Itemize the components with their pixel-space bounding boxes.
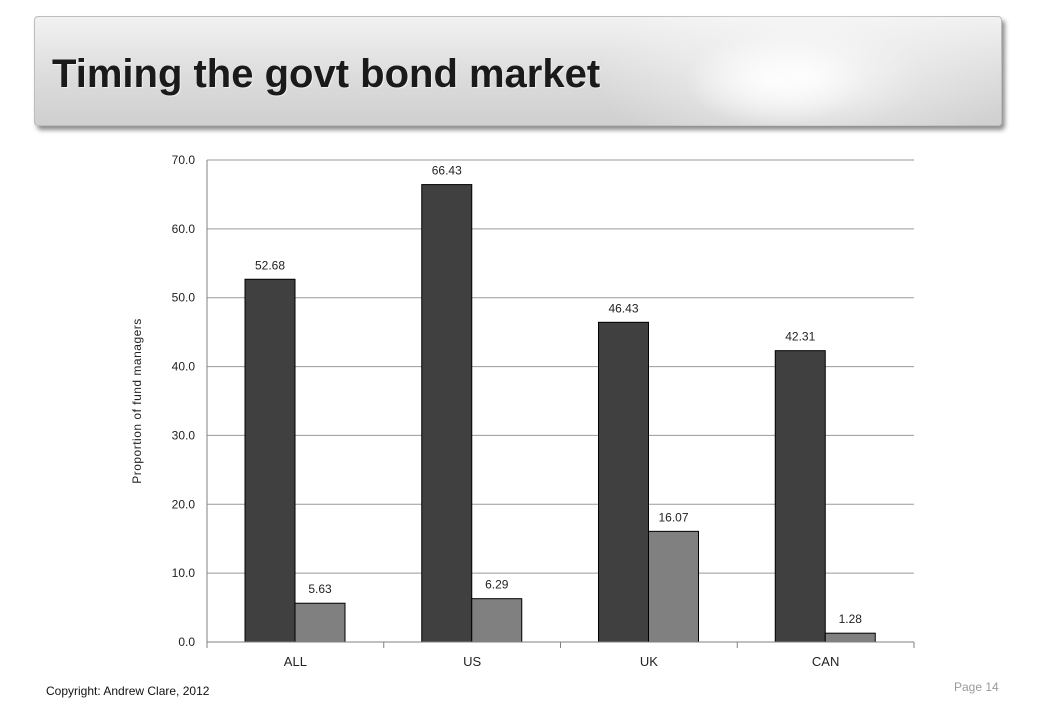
bar-can-s2 — [824, 632, 876, 643]
data-label: 6.29 — [485, 578, 509, 592]
page-number: Page 14 — [954, 680, 999, 694]
bar-all-s1 — [244, 278, 296, 643]
y-tick-label: 30.0 — [172, 428, 196, 442]
copyright-text: Copyright: Andrew Clare, 2012 — [46, 684, 210, 698]
bar-uk-s1 — [598, 321, 649, 643]
y-tick-label: 0.0 — [178, 635, 195, 649]
x-category-label: ALL — [284, 654, 307, 669]
bar-can-s1 — [774, 350, 826, 643]
x-category-label: UK — [640, 654, 658, 669]
data-label: 5.63 — [308, 582, 332, 596]
y-tick-label: 70.0 — [172, 153, 196, 167]
data-label: 42.31 — [785, 330, 815, 344]
y-tick-label: 20.0 — [172, 497, 196, 511]
y-axis-label: Proportion of fund managers — [130, 318, 144, 484]
data-label: 16.07 — [658, 510, 688, 524]
title-banner: Timing the govt bond market — [34, 16, 1002, 126]
data-label: 1.28 — [839, 612, 863, 626]
y-tick-label: 10.0 — [172, 566, 196, 580]
y-tick-label: 60.0 — [172, 222, 196, 236]
bar-us-s1 — [421, 184, 473, 643]
data-label: 46.43 — [608, 301, 638, 315]
data-label: 52.68 — [255, 258, 285, 272]
banner-sheen-highlight — [684, 36, 864, 126]
data-label: 66.43 — [432, 164, 462, 178]
x-category-label: US — [463, 654, 481, 669]
x-category-label: CAN — [812, 654, 839, 669]
bar-all-s2 — [294, 602, 346, 643]
y-tick-label: 40.0 — [172, 360, 196, 374]
y-tick-label: 50.0 — [172, 291, 196, 305]
page-title: Timing the govt bond market — [52, 52, 601, 96]
bar-uk-s2 — [648, 530, 699, 643]
bar-us-s2 — [471, 598, 523, 643]
